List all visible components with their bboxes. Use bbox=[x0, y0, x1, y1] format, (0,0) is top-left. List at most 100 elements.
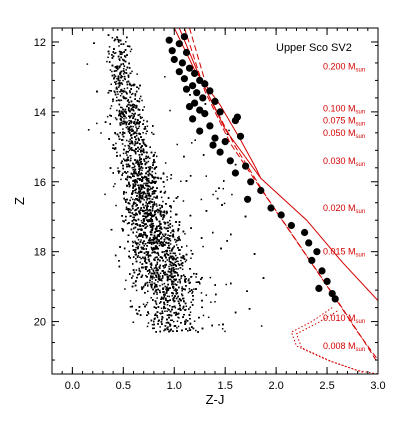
field-star bbox=[169, 109, 171, 112]
field-star bbox=[115, 204, 117, 207]
field-star bbox=[161, 277, 164, 279]
field-star bbox=[134, 223, 137, 226]
field-star bbox=[193, 288, 195, 290]
field-star bbox=[159, 267, 161, 270]
field-star bbox=[176, 289, 178, 291]
field-star bbox=[120, 99, 123, 102]
field-star bbox=[151, 249, 154, 252]
field-star bbox=[106, 115, 109, 118]
field-star bbox=[150, 266, 152, 268]
field-star bbox=[127, 144, 130, 147]
field-star bbox=[210, 301, 212, 303]
field-star bbox=[142, 192, 144, 194]
field-star bbox=[162, 172, 165, 174]
field-star bbox=[175, 241, 177, 243]
field-star bbox=[177, 237, 179, 239]
field-star bbox=[154, 251, 156, 254]
field-star bbox=[126, 160, 128, 162]
field-star bbox=[153, 178, 155, 180]
field-star bbox=[135, 171, 137, 173]
field-star bbox=[147, 322, 150, 324]
field-star bbox=[179, 280, 181, 283]
field-star bbox=[150, 246, 153, 249]
field-star bbox=[153, 250, 156, 253]
field-star bbox=[100, 132, 102, 134]
field-star bbox=[133, 180, 136, 183]
field-star bbox=[156, 197, 159, 199]
field-star bbox=[133, 163, 135, 166]
field-star bbox=[123, 77, 126, 80]
field-star bbox=[157, 320, 160, 323]
field-star bbox=[163, 235, 166, 238]
field-star bbox=[176, 327, 178, 329]
field-star bbox=[189, 281, 191, 284]
field-star bbox=[185, 305, 188, 307]
field-star bbox=[127, 109, 130, 112]
field-star bbox=[96, 122, 98, 125]
field-star bbox=[138, 196, 140, 198]
field-star bbox=[143, 245, 145, 247]
field-star bbox=[108, 53, 110, 55]
field-star bbox=[122, 158, 125, 160]
field-star bbox=[140, 228, 143, 230]
field-star bbox=[135, 289, 138, 292]
field-star bbox=[137, 245, 140, 248]
field-star bbox=[214, 300, 216, 303]
field-star bbox=[120, 43, 122, 45]
field-star bbox=[173, 279, 175, 281]
field-star bbox=[167, 234, 169, 236]
field-star bbox=[141, 191, 144, 194]
field-star bbox=[190, 257, 192, 259]
field-star bbox=[125, 163, 128, 166]
field-star bbox=[136, 132, 138, 135]
field-star bbox=[138, 125, 141, 128]
field-star bbox=[119, 94, 122, 97]
field-star bbox=[179, 282, 181, 284]
field-star bbox=[126, 81, 128, 83]
field-star bbox=[225, 283, 228, 286]
field-star bbox=[125, 206, 128, 209]
field-star bbox=[172, 283, 175, 285]
field-star bbox=[152, 275, 154, 277]
field-star bbox=[170, 269, 172, 271]
field-star bbox=[175, 290, 177, 293]
field-star bbox=[174, 283, 177, 285]
field-star bbox=[139, 116, 142, 118]
field-star bbox=[132, 162, 134, 165]
field-star bbox=[147, 155, 150, 158]
field-star bbox=[129, 126, 131, 128]
field-star bbox=[151, 268, 153, 270]
field-star bbox=[162, 218, 164, 221]
field-star bbox=[149, 283, 152, 286]
field-star bbox=[173, 268, 175, 271]
field-star bbox=[129, 82, 131, 85]
field-star bbox=[129, 300, 132, 302]
field-star bbox=[140, 239, 142, 241]
field-star bbox=[117, 67, 119, 70]
field-star bbox=[134, 240, 136, 243]
field-star bbox=[160, 278, 163, 280]
field-star bbox=[136, 159, 138, 162]
field-star bbox=[175, 258, 177, 260]
field-star bbox=[109, 114, 111, 117]
field-star bbox=[141, 150, 144, 152]
field-star bbox=[135, 269, 138, 271]
field-star bbox=[117, 86, 120, 88]
field-star bbox=[181, 265, 184, 267]
field-star bbox=[141, 169, 143, 172]
field-star bbox=[147, 312, 150, 315]
field-star bbox=[124, 78, 126, 81]
field-star bbox=[157, 211, 159, 214]
field-star bbox=[116, 96, 118, 99]
field-star bbox=[142, 241, 144, 244]
field-star bbox=[132, 321, 135, 323]
field-star bbox=[131, 112, 133, 115]
field-star bbox=[124, 71, 126, 74]
field-star bbox=[176, 272, 178, 274]
field-star bbox=[156, 251, 159, 254]
field-star bbox=[121, 83, 124, 85]
field-star bbox=[165, 212, 168, 215]
field-star bbox=[143, 199, 145, 201]
field-star bbox=[137, 138, 140, 140]
